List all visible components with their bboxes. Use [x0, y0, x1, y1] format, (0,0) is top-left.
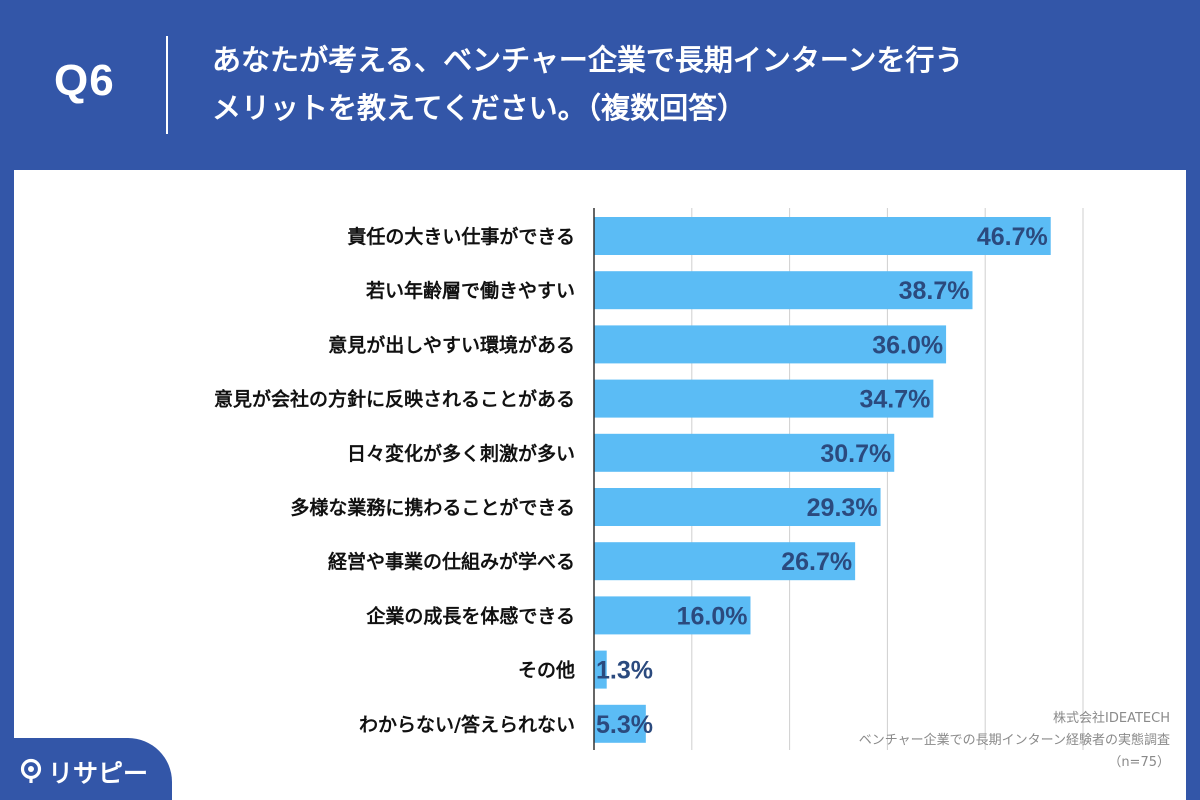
header-divider: [166, 36, 168, 134]
source-survey: ベンチャー企業での長期インターン経験者の実態調査: [858, 733, 1170, 748]
bar-chart: 責任の大きい仕事ができる 46.7% 若い年齢層で働きやすい 38.7% 意見が出しやす…: [214, 208, 1084, 750]
data-label: 38.7%: [899, 277, 970, 305]
data-label: 5.3%: [596, 711, 653, 739]
data-label: 16.0%: [677, 602, 748, 630]
data-label: 29.3%: [807, 494, 878, 522]
category-label: 多様な業務に携わることができる: [290, 496, 575, 519]
question-title-line-2: メリットを教えてください。（複数回答）: [212, 91, 747, 125]
bar: [594, 271, 973, 310]
category-label: 企業の成長を体感できる: [365, 604, 575, 627]
category-label: 意見が会社の方針に反映されることがある: [214, 388, 575, 411]
chart-card: 責任の大きい仕事ができる 46.7% 若い年齢層で働きやすい 38.7% 意見が出しやす…: [14, 170, 1186, 800]
bar: [594, 542, 856, 581]
risapi-logo-icon: [20, 758, 42, 783]
bar: [594, 488, 881, 526]
bar: [594, 325, 947, 364]
bar: [594, 379, 934, 418]
category-label: 日々変化が多く刺激が多い: [347, 442, 575, 465]
category-label: 経営や事業の仕組みが学べる: [328, 550, 575, 573]
data-label: 46.7%: [977, 223, 1048, 251]
source-sample: （n=75）: [1108, 755, 1170, 770]
question-title: あなたが考える、ベンチャー企業で長期インターンを行う メリットを教えてください。…: [212, 36, 1172, 132]
data-label: 30.7%: [820, 440, 891, 468]
category-label: 責任の大きい仕事ができる: [347, 225, 575, 248]
data-label: 26.7%: [781, 548, 852, 576]
bar: [594, 704, 646, 743]
category-label: その他: [518, 659, 575, 682]
question-title-line-1: あなたが考える、ベンチャー企業で長期インターンを行う: [212, 43, 964, 77]
data-label: 34.7%: [859, 386, 930, 414]
category-label: 若い年齢層で働きやすい: [366, 279, 575, 302]
bar: [594, 433, 895, 472]
bar: [594, 217, 1051, 255]
question-number: Q6: [54, 56, 115, 105]
logo-text: リサピー: [48, 759, 149, 788]
bar: [594, 596, 751, 635]
source-note: 株式会社IDEATECH ベンチャー企業での長期インターン経験者の実態調査 （n…: [859, 708, 1170, 774]
bar: [594, 650, 607, 689]
data-label: 1.3%: [596, 657, 653, 685]
category-label: 意見が出しやすい環境がある: [328, 333, 575, 356]
data-label: 36.0%: [872, 331, 943, 359]
logo-badge: リサピー: [0, 738, 172, 800]
source-company: 株式会社IDEATECH: [1053, 711, 1170, 726]
category-label: わからない/答えられない: [359, 713, 575, 736]
